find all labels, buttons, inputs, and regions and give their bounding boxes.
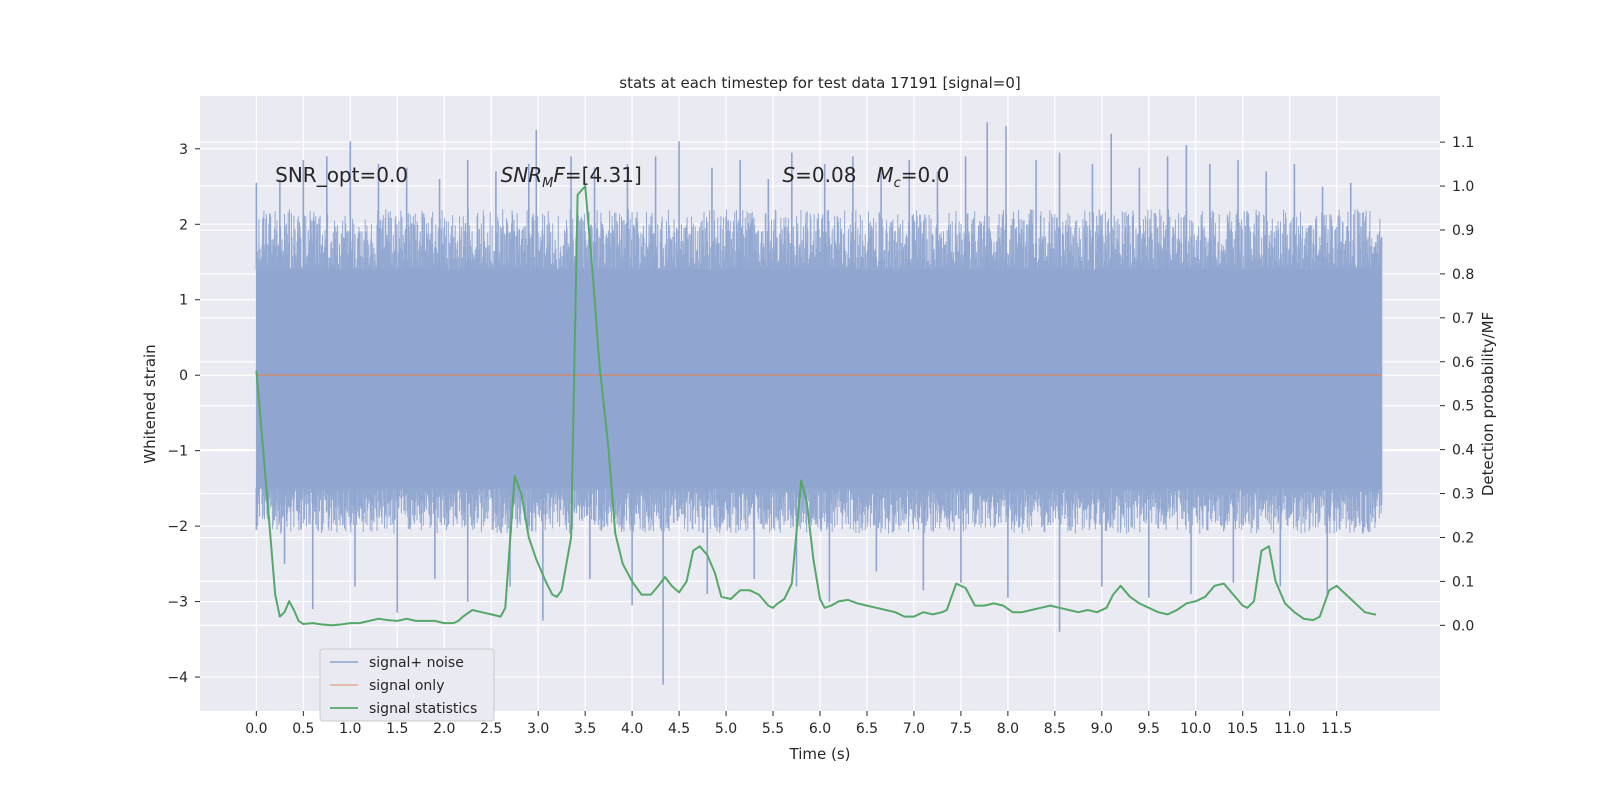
x-tick-label-6: 3.0	[527, 721, 549, 737]
annotation-1-prefix: SNR	[501, 163, 543, 187]
x-tick-label-5: 2.5	[480, 721, 502, 737]
x-tick-label-19: 9.5	[1138, 721, 1160, 737]
x-tick-label-11: 5.5	[762, 721, 784, 737]
y-left-tick-label-3: −1	[167, 444, 188, 460]
y-right-tick-label-7: 0.7	[1452, 311, 1474, 327]
y-right-tick-label-8: 0.8	[1452, 267, 1474, 283]
x-tick-label-3: 1.5	[386, 721, 408, 737]
y-right-axis-ticks: 0.0 0.1 0.2 0.3 0.4 0.5 0.6 0.7 0.8 0.9 1.0 1.1	[1440, 135, 1474, 634]
x-axis-label: Time (s)	[789, 745, 851, 763]
x-tick-label-12: 6.0	[809, 721, 831, 737]
y-left-tick-label-4: 0	[179, 368, 188, 384]
x-tick-label-23: 11.5	[1321, 721, 1352, 737]
signal-statistics-line	[255, 185, 1377, 627]
x-tick-label-15: 7.5	[950, 721, 972, 737]
x-tick-label-2: 1.0	[339, 721, 361, 737]
legend-box	[319, 648, 495, 722]
y-right-tick-label-4: 0.4	[1452, 443, 1474, 459]
y-right-tick-label-6: 0.6	[1452, 355, 1474, 371]
y-right-tick-label-10: 1.0	[1452, 179, 1474, 195]
y-left-tick-label-0: −4	[167, 670, 188, 686]
x-tick-label-9: 4.5	[668, 721, 690, 737]
y-right-tick-label-3: 0.3	[1452, 487, 1474, 503]
y-right-tick-label-5: 0.5	[1452, 399, 1474, 415]
y-right-tick-label-1: 0.1	[1452, 574, 1474, 590]
annotation-1: SNRMF=[4.31]	[501, 163, 642, 191]
y-left-axis-label: Whitened strain	[141, 344, 159, 463]
noise-trace	[255, 209, 1383, 534]
legend-label-noise: signal+ noise	[369, 655, 464, 671]
legend-label-signal-only: signal only	[369, 678, 444, 694]
x-tick-label-18: 9.0	[1091, 721, 1113, 737]
annotation-2-rest: =0.08	[795, 163, 856, 187]
annotation-0-prefix: SNR_opt=0.0	[275, 163, 408, 187]
annotation-3-suffix: =0.0	[901, 163, 950, 187]
annotation-2-prefix: S	[782, 163, 795, 187]
annotations: SNR_opt=0.0 SNRMF=[4.31] S=0.08 Mc=0.0	[275, 163, 949, 191]
annotation-0: SNR_opt=0.0	[275, 163, 408, 187]
signal-plus-noise-series	[255, 122, 1383, 685]
y-left-tick-label-5: 1	[179, 293, 188, 309]
annotation-1-sub: M	[542, 176, 553, 191]
x-tick-label-0: 0.0	[245, 721, 267, 737]
y-right-tick-label-11: 1.1	[1452, 135, 1474, 151]
y-left-tick-label-2: −2	[167, 519, 188, 535]
y-left-tick-label-7: 3	[179, 142, 188, 158]
annotation-3-sub: c	[894, 176, 901, 191]
x-tick-label-22: 11.0	[1274, 721, 1305, 737]
signal-statistics-series	[255, 185, 1377, 627]
annotation-3-prefix: M	[876, 163, 893, 187]
y-left-tick-label-1: −3	[167, 595, 188, 611]
y-right-tick-label-0: 0.0	[1452, 618, 1474, 634]
annotation-2: S=0.08	[782, 163, 856, 187]
y-left-axis-ticks: −4 −3 −2 −1 0 1 2 3	[167, 142, 200, 686]
x-tick-label-16: 8.0	[997, 721, 1019, 737]
x-tick-label-7: 3.5	[574, 721, 596, 737]
x-tick-label-10: 5.0	[715, 721, 737, 737]
annotation-1-value: =[4.31]	[565, 163, 642, 187]
legend: signal+ noise signal only signal statist…	[319, 648, 495, 722]
x-tick-label-20: 10.0	[1180, 721, 1211, 737]
x-tick-label-21: 10.5	[1227, 721, 1258, 737]
y-right-tick-label-2: 0.2	[1452, 530, 1474, 546]
x-tick-label-14: 7.0	[903, 721, 925, 737]
y-left-tick-label-6: 2	[179, 217, 188, 233]
y-right-tick-label-9: 0.9	[1452, 223, 1474, 239]
x-tick-label-4: 2.0	[433, 721, 455, 737]
x-tick-label-17: 8.5	[1044, 721, 1066, 737]
x-tick-label-1: 0.5	[292, 721, 314, 737]
annotation-1-suffix: F	[553, 163, 565, 187]
annotation-3: Mc=0.0	[876, 163, 949, 191]
legend-label-statistics: signal statistics	[369, 701, 477, 717]
x-tick-label-13: 6.5	[856, 721, 878, 737]
x-tick-label-8: 4.0	[621, 721, 643, 737]
chart-title: stats at each timestep for test data 171…	[619, 74, 1020, 92]
y-right-axis-label: Detection probability/MF	[1479, 312, 1497, 496]
